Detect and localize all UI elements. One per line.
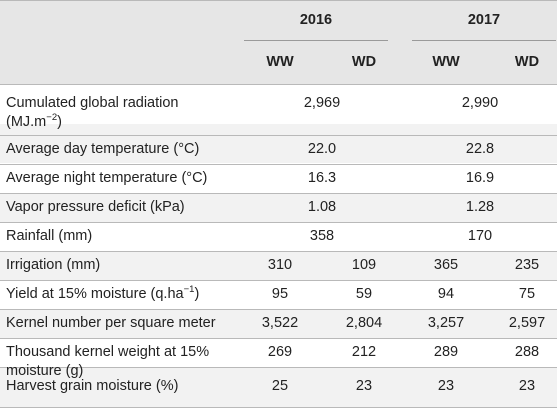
- cell-value: 212: [351, 344, 377, 360]
- year-2017-underline: [412, 40, 556, 41]
- cell-value: 16.9: [465, 170, 495, 186]
- row-stripe: [0, 251, 557, 280]
- cell-value: 289: [433, 344, 459, 360]
- treatment-header-wd-2016: WD: [351, 54, 377, 70]
- row-stripe: [0, 367, 557, 408]
- cell-value: 75: [518, 286, 536, 302]
- cell-value: 288: [514, 344, 540, 360]
- row-rule: [0, 251, 557, 252]
- cell-value: 310: [267, 257, 293, 273]
- cell-value: 23: [518, 378, 536, 394]
- cell-value: 365: [433, 257, 459, 273]
- treatment-header-wd-2017: WD: [514, 54, 540, 70]
- row-rule: [0, 135, 557, 136]
- row-rule: [0, 222, 557, 223]
- year-2016-underline: [244, 40, 388, 41]
- cell-value: 23: [355, 378, 373, 394]
- row-stripe: [0, 309, 557, 338]
- cell-value: 22.8: [465, 141, 495, 157]
- row-label-irrigation: Irrigation (mm): [6, 257, 101, 273]
- header-rule: [0, 84, 557, 85]
- cell-value: 1.08: [307, 199, 337, 215]
- row-label-night-temperature: Average night temperature (°C): [6, 170, 208, 186]
- cell-value: 22.0: [307, 141, 337, 157]
- year-header-2016: 2016: [299, 12, 333, 28]
- cell-value: 25: [271, 378, 289, 394]
- row-rule: [0, 338, 557, 339]
- cell-value: 2,597: [508, 315, 546, 331]
- cell-value: 3,257: [427, 315, 465, 331]
- cell-value: 109: [351, 257, 377, 273]
- row-stripe: [0, 124, 557, 163]
- cell-value: 16.3: [307, 170, 337, 186]
- row-label-thousand-kernel-weight: Thousand kernel weight at 15% moisture (…: [6, 344, 210, 379]
- cell-value: 2,804: [345, 315, 383, 331]
- cell-value: 358: [309, 228, 335, 244]
- treatment-header-ww-2016: WW: [266, 54, 294, 70]
- row-rule: [0, 280, 557, 281]
- cell-value: 1.28: [465, 199, 495, 215]
- cell-value: 235: [514, 257, 540, 273]
- year-header-2017: 2017: [467, 12, 501, 28]
- row-label-harvest-moisture: Harvest grain moisture (%): [6, 378, 179, 394]
- row-stripe: [0, 193, 557, 222]
- row-label-yield: Yield at 15% moisture (q.ha−1): [6, 284, 200, 302]
- row-label-global-radiation: Cumulated global radiation (MJ.m−2): [6, 95, 179, 130]
- cell-value: 2,990: [461, 95, 499, 111]
- row-rule: [0, 309, 557, 310]
- cell-value: 59: [355, 286, 373, 302]
- row-rule: [0, 164, 557, 165]
- cell-value: 23: [437, 378, 455, 394]
- row-label-kernel-number: Kernel number per square meter: [6, 315, 216, 331]
- row-rule: [0, 367, 557, 368]
- cell-value: 3,522: [261, 315, 299, 331]
- cell-value: 95: [271, 286, 289, 302]
- cell-value: 170: [467, 228, 493, 244]
- row-label-rainfall: Rainfall (mm): [6, 228, 93, 244]
- treatment-header-ww-2017: WW: [432, 54, 460, 70]
- cell-value: 269: [267, 344, 293, 360]
- row-label-vapor-pressure-deficit: Vapor pressure deficit (kPa): [6, 199, 185, 215]
- row-rule: [0, 193, 557, 194]
- cell-value: 2,969: [303, 95, 341, 111]
- table-border-top: [0, 0, 557, 1]
- cell-value: 94: [437, 286, 455, 302]
- row-label-day-temperature: Average day temperature (°C): [6, 141, 200, 157]
- header-band: [0, 0, 557, 84]
